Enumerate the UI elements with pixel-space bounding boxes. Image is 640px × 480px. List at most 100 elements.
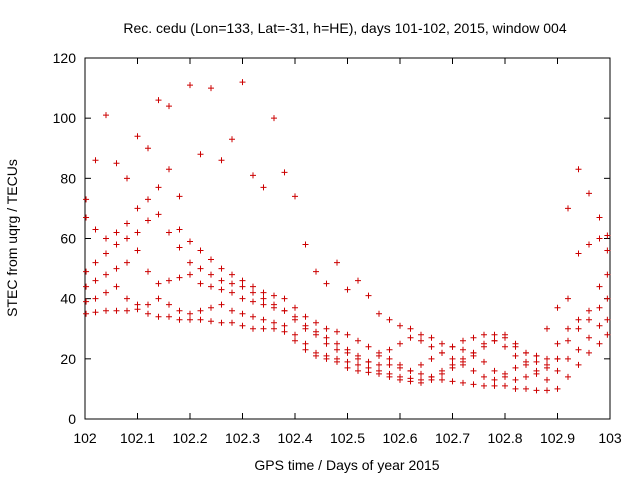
data-point: [187, 271, 193, 278]
data-point: [239, 79, 246, 86]
data-point: [260, 301, 267, 308]
data-point: [271, 292, 277, 299]
data-point: [271, 115, 277, 122]
data-point: [218, 265, 225, 272]
data-point: [281, 169, 288, 176]
data-point: [229, 271, 235, 278]
data-point: [386, 346, 393, 353]
data-point: [281, 328, 288, 335]
data-point: [239, 322, 246, 329]
data-point: [103, 112, 109, 119]
data-point: [418, 331, 424, 338]
data-point: [376, 310, 382, 317]
data-point: [481, 358, 487, 365]
data-point: [428, 334, 435, 341]
data-point: [229, 307, 235, 314]
data-point: [565, 355, 571, 362]
data-point: [250, 283, 256, 290]
data-point: [470, 334, 477, 341]
data-point: [187, 82, 193, 89]
data-point: [565, 337, 571, 344]
data-point: [145, 145, 151, 152]
data-point: [113, 265, 120, 272]
y-tick-label: 0: [68, 411, 76, 427]
data-point: [103, 235, 109, 242]
y-tick-label: 120: [53, 50, 77, 66]
data-point: [449, 378, 456, 385]
x-tick-label: 102.9: [540, 430, 575, 446]
data-point: [502, 382, 508, 389]
data-point: [134, 133, 141, 140]
y-axis-label: STEC from uqrg / TECUs: [4, 159, 20, 317]
data-point: [439, 376, 445, 383]
data-point: [145, 310, 151, 317]
data-point: [386, 355, 393, 362]
data-point: [439, 370, 445, 377]
data-point: [554, 367, 561, 374]
data-point: [460, 346, 466, 353]
data-point: [281, 322, 288, 329]
data-point: [344, 349, 351, 356]
data-point: [376, 370, 382, 377]
data-point: [166, 229, 172, 236]
data-point: [418, 337, 424, 344]
data-point: [166, 103, 172, 110]
data-point: [586, 316, 592, 323]
data-point: [512, 364, 519, 371]
y-tick-label: 100: [53, 110, 77, 126]
data-point: [197, 316, 204, 323]
data-point: [397, 322, 403, 329]
data-point: [187, 259, 193, 266]
data-point: [428, 355, 435, 362]
data-point: [491, 382, 498, 389]
data-point: [355, 337, 361, 344]
y-tick-label: 80: [60, 170, 76, 186]
x-tick-label: 102.4: [277, 430, 312, 446]
data-point: [604, 331, 611, 338]
data-point: [166, 301, 172, 308]
data-point: [292, 331, 298, 338]
data-point: [323, 325, 330, 332]
data-point: [92, 157, 99, 164]
data-point: [92, 295, 99, 302]
data-series: [83, 79, 611, 359]
data-point: [586, 349, 592, 356]
data-point: [512, 343, 519, 350]
data-point: [397, 361, 403, 368]
data-series: [83, 247, 611, 383]
data-point: [533, 367, 540, 374]
data-point: [92, 259, 99, 266]
plot-frame: [84, 57, 611, 420]
data-point: [386, 316, 393, 323]
data-point: [113, 283, 120, 290]
data-point: [260, 325, 267, 332]
data-point: [365, 292, 372, 299]
data-point: [407, 378, 414, 385]
data-point: [229, 289, 235, 296]
data-point: [407, 325, 414, 332]
data-point: [176, 316, 183, 323]
data-point: [250, 298, 256, 305]
data-point: [155, 280, 162, 287]
data-point: [512, 385, 519, 392]
data-point: [355, 367, 361, 374]
data-point: [113, 160, 120, 167]
data-point: [460, 358, 466, 365]
data-point: [544, 355, 550, 362]
data-point: [418, 379, 424, 386]
data-point: [344, 358, 351, 365]
data-point: [439, 340, 445, 347]
data-point: [124, 235, 130, 242]
data-point: [554, 355, 561, 362]
data-point: [481, 382, 487, 389]
data-point: [103, 250, 109, 257]
data-point: [470, 367, 477, 374]
data-point: [134, 229, 141, 236]
data-point: [604, 316, 611, 323]
data-point: [208, 304, 214, 311]
data-point: [83, 268, 90, 275]
data-point: [565, 205, 571, 212]
data-point: [365, 343, 372, 350]
data-point: [197, 265, 204, 272]
data-point: [124, 175, 130, 182]
